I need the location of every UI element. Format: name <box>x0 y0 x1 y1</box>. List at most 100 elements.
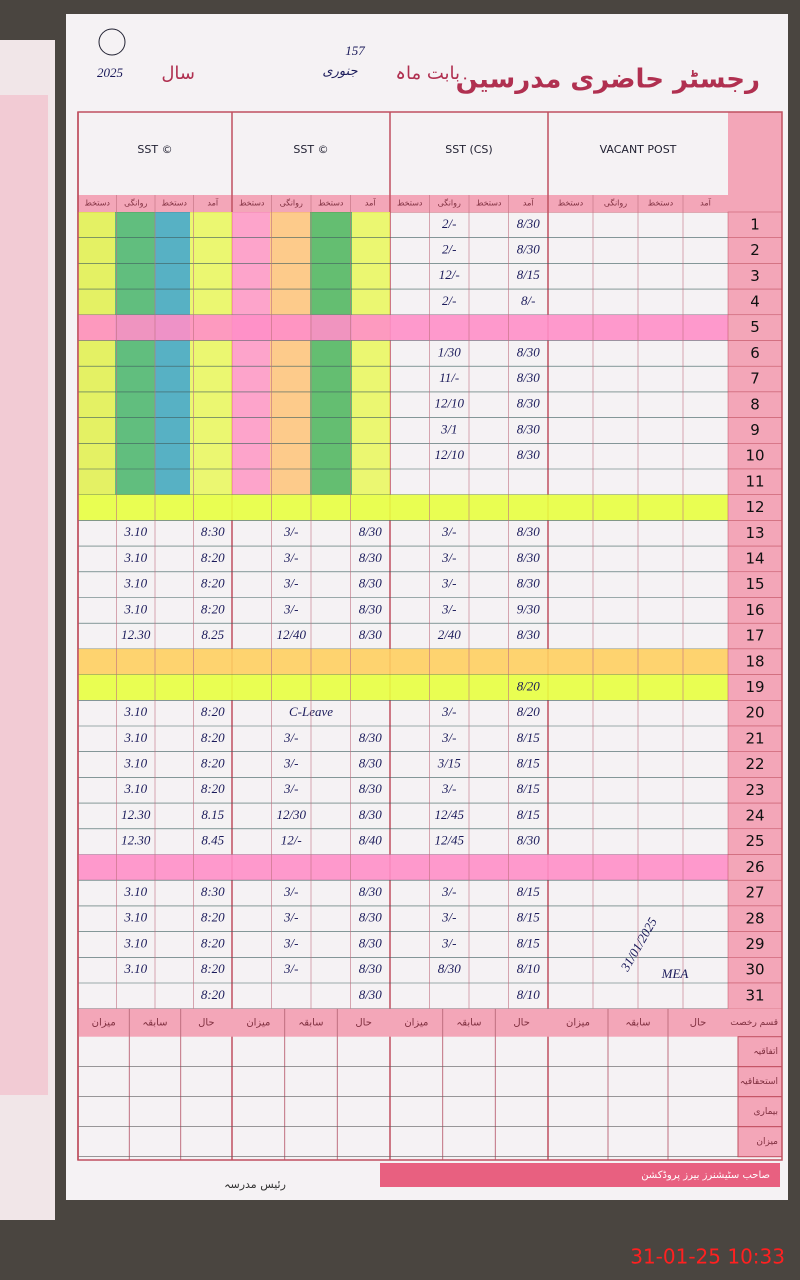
column-head: دستخط <box>397 199 423 208</box>
time-entry: 8/30 <box>517 447 541 462</box>
time-entry: 3/- <box>283 524 298 539</box>
time-entry: 8/30 <box>517 344 541 359</box>
time-entry: 3.10 <box>123 730 147 745</box>
time-entry: 8/15 <box>517 756 541 771</box>
day-number: 29 <box>745 935 764 953</box>
day-number: 7 <box>750 370 760 388</box>
day-number: 8 <box>750 395 760 413</box>
column-head: روانگی <box>280 198 303 208</box>
day-cell <box>727 802 783 830</box>
right-header-col <box>728 112 782 212</box>
time-entry: 3/- <box>283 910 298 925</box>
time-entry: 2/- <box>442 242 456 257</box>
highlight-row <box>78 648 728 675</box>
column-head: دستخط <box>476 199 502 208</box>
time-entry: 12/10 <box>434 447 464 462</box>
day-cell <box>727 957 783 984</box>
time-entry: 3.10 <box>123 704 147 719</box>
page-no: 157 <box>345 43 365 58</box>
time-entry: 8/30 <box>359 627 383 642</box>
time-entry: 8/30 <box>438 961 462 976</box>
summary-head-label: میزان <box>566 1018 590 1029</box>
day-number: 24 <box>745 806 764 824</box>
column-head: آمد <box>700 198 711 208</box>
day-cell <box>727 597 783 624</box>
column-head: روانگی <box>438 198 461 208</box>
time-entry: 8/15 <box>517 267 541 282</box>
time-entry: 3/15 <box>437 756 462 771</box>
time-entry: 3/- <box>441 550 456 565</box>
time-entry: 3/- <box>441 884 456 899</box>
day-number: 9 <box>750 421 760 439</box>
time-entry: 8/30 <box>359 781 383 796</box>
highlight-strip <box>310 212 352 495</box>
leave-label: میزان <box>756 1137 778 1147</box>
day-number: 6 <box>750 344 760 362</box>
time-entry: 12/40 <box>276 627 306 642</box>
time-entry: 8:20 <box>201 550 225 565</box>
time-entry: 2/- <box>442 216 456 231</box>
time-entry: 3/- <box>283 935 298 950</box>
time-entry: 8.15 <box>201 807 224 822</box>
time-entry: 3/- <box>283 601 298 616</box>
time-entry: 8/30 <box>359 961 383 976</box>
time-entry: 8:30 <box>201 884 225 899</box>
time-entry: 8/15 <box>517 935 541 950</box>
day-number: 31 <box>745 986 764 1004</box>
day-cell <box>727 648 783 675</box>
day-cell <box>727 879 783 907</box>
column-head: روانگی <box>124 198 147 208</box>
time-entry: 8/30 <box>359 730 383 745</box>
printer-strip <box>380 1163 780 1187</box>
time-entry: 8:20 <box>201 961 225 976</box>
highlight-strip <box>190 212 232 495</box>
time-entry: 8:20 <box>201 576 225 591</box>
highlight-strip <box>155 212 190 495</box>
day-cell <box>727 982 783 1009</box>
day-number: 10 <box>745 447 764 465</box>
time-entry: 8:20 <box>201 756 225 771</box>
printer-label: صاحب سٹیشنرز بیرز پروڈکشن <box>641 1170 770 1181</box>
highlight-strip <box>270 212 310 495</box>
highlight-row <box>78 494 728 521</box>
time-entry: 8/30 <box>359 987 383 1002</box>
time-entry: 3/- <box>441 781 456 796</box>
summary-head-label: سابقہ <box>142 1018 167 1029</box>
time-entry: 8/30 <box>359 550 383 565</box>
teacher-post: SST (CS) <box>445 143 492 156</box>
time-entry: 2/40 <box>438 627 462 642</box>
highlight-strip <box>78 212 115 495</box>
summary-head-label: میزان <box>246 1018 270 1029</box>
year: 2025 <box>97 65 124 80</box>
time-entry: 8/30 <box>359 935 383 950</box>
summary-head-label: حال <box>355 1018 372 1029</box>
day-cell <box>727 931 783 958</box>
day-number: 19 <box>745 678 764 696</box>
leave-label: بیماری <box>753 1107 778 1117</box>
highlight-strip <box>232 212 270 495</box>
time-entry: 11/- <box>439 370 459 385</box>
time-entry: 3.10 <box>123 884 147 899</box>
time-entry: 8:20 <box>201 601 225 616</box>
column-head: دستخط <box>648 199 674 208</box>
leave-label: قسم رخصت <box>730 1018 778 1028</box>
stamp-circle <box>98 28 126 56</box>
time-entry: 3/- <box>283 884 298 899</box>
principal-label: رئیس مدرسہ <box>224 1178 286 1191</box>
day-number: 22 <box>745 755 764 773</box>
time-entry: 8:20 <box>201 704 225 719</box>
year-label: سال <box>161 63 195 84</box>
time-entry: 3.10 <box>123 781 147 796</box>
leave-cell <box>737 1096 783 1128</box>
day-number: 2 <box>750 241 760 259</box>
highlight-row <box>78 314 728 341</box>
day-number: 20 <box>745 704 764 722</box>
day-cell <box>727 468 783 495</box>
day-cell <box>727 263 783 290</box>
day-cell <box>727 828 783 855</box>
time-entry: 12/45 <box>434 807 464 822</box>
highlight-strip <box>115 212 155 495</box>
day-number: 26 <box>745 858 764 876</box>
highlight-strip <box>352 212 390 495</box>
